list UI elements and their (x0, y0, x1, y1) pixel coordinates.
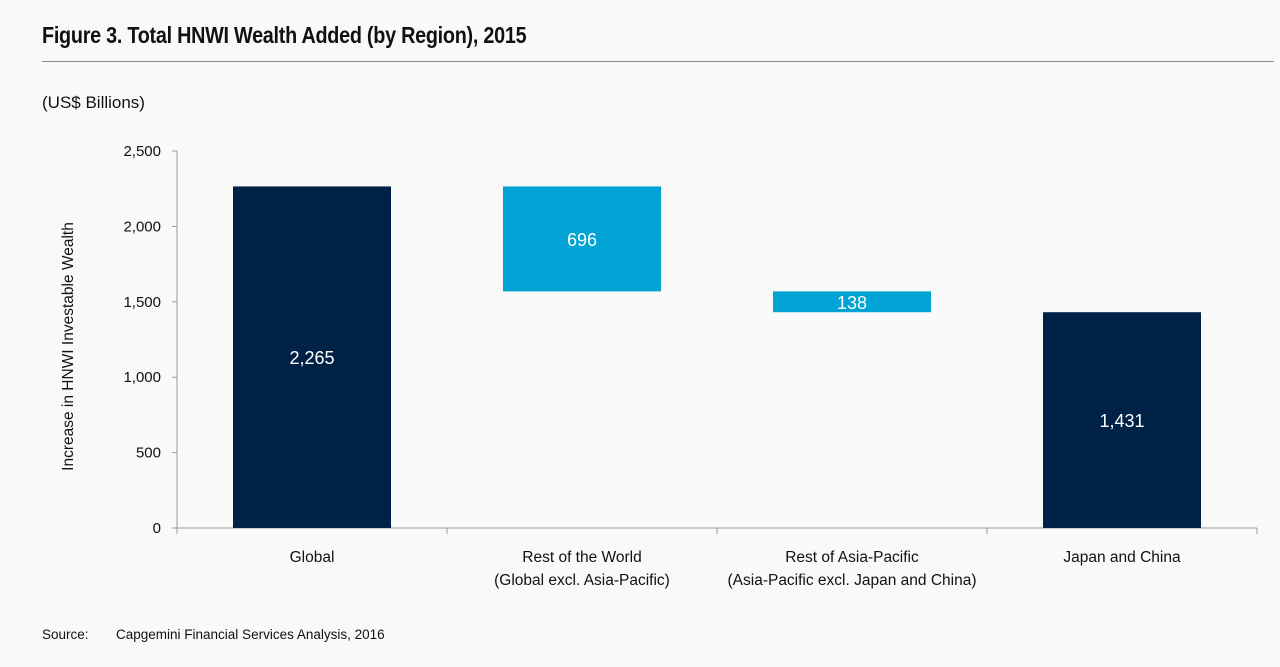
y-tick-label: 0 (153, 520, 161, 537)
x-category-label: (Asia-Pacific excl. Japan and China) (728, 572, 977, 589)
x-category-label: Rest of Asia-Pacific (785, 549, 919, 566)
bar-total (1043, 312, 1201, 528)
x-category-label: Rest of the World (522, 549, 641, 566)
title-rule (42, 61, 1274, 62)
units-label: (US$ Billions) (42, 93, 145, 112)
y-tick-label: 2,500 (123, 143, 161, 160)
x-category-label: (Global excl. Asia-Pacific) (494, 572, 670, 589)
bar-value-label: 2,265 (289, 348, 334, 368)
bar-value-label: 138 (837, 293, 867, 313)
y-tick-label: 2,000 (123, 218, 161, 235)
y-tick-label: 1,500 (123, 294, 161, 311)
y-axis-title: Increase in HNWI Investable Wealth (60, 222, 77, 471)
source-text: Capgemini Financial Services Analysis, 2… (116, 627, 385, 642)
source-label: Source: (42, 627, 89, 642)
x-category-label: Global (290, 549, 335, 566)
bar-value-label: 696 (567, 230, 597, 250)
source-note: Source: Capgemini Financial Services Anal… (42, 627, 385, 642)
y-tick-label: 1,000 (123, 369, 161, 386)
figure-title: Figure 3. Total HNWI Wealth Added (by Re… (42, 22, 527, 48)
bar-decrease (773, 291, 931, 313)
bar-decrease (503, 186, 661, 292)
bar-total (233, 186, 391, 529)
bar-value-label: 1,431 (1099, 411, 1144, 431)
x-category-label: Japan and China (1063, 549, 1181, 566)
y-tick-label: 500 (136, 445, 161, 462)
